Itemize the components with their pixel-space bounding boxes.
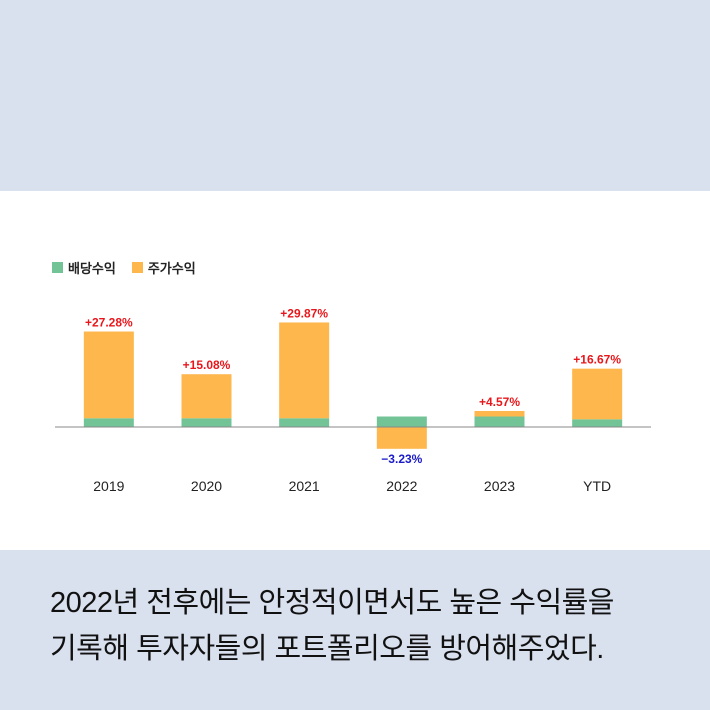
legend-swatch-price xyxy=(131,262,143,273)
legend-label-dividend: 배당수익 xyxy=(68,261,116,276)
legend-label-price: 주가수익 xyxy=(147,261,196,276)
bar-price-YTD xyxy=(572,368,623,420)
bar-dividend-2022 xyxy=(376,416,427,427)
legend-item-dividend: 배당수익 xyxy=(52,258,116,277)
bar-price-2022 xyxy=(376,427,427,449)
caption: 2022년 전후에는 안정적이면서도 높은 수익률을 기록해 투자자들의 포트폴… xyxy=(50,580,670,672)
x-tick-label-2022: 2022 xyxy=(386,478,417,494)
bar-dividend-YTD xyxy=(572,419,623,427)
data-label-2019: +27.28% xyxy=(85,316,133,330)
bar-dividend-2019 xyxy=(83,418,134,427)
legend-swatch-dividend xyxy=(52,262,63,273)
bar-dividend-2023 xyxy=(474,416,525,427)
x-tick-label-2021: 2021 xyxy=(289,478,320,494)
legend-item-price: 주가수익 xyxy=(131,258,196,277)
x-tick-label-2019: 2019 xyxy=(93,478,124,494)
data-label-YTD: +16.67% xyxy=(573,353,621,367)
bar-price-2023 xyxy=(474,411,525,417)
x-tick-label-2023: 2023 xyxy=(484,478,515,494)
bar-dividend-2021 xyxy=(279,418,330,427)
caption-line-2: 기록해 투자자들의 포트폴리오를 방어해주었다. xyxy=(50,633,604,665)
data-label-2023: +4.57% xyxy=(479,395,520,409)
x-tick-label-2020: 2020 xyxy=(191,478,222,494)
caption-line-1: 2022년 전후에는 안정적이면서도 높은 수익률을 xyxy=(50,587,614,619)
data-label-2021: +29.87% xyxy=(280,306,328,320)
bar-dividend-2020 xyxy=(181,418,232,427)
bar-price-2020 xyxy=(181,374,232,419)
chart-legend: 배당수익 주가수익 xyxy=(52,258,196,277)
bar-price-2021 xyxy=(279,322,330,419)
bar-price-2019 xyxy=(83,331,134,419)
x-tick-label-YTD: YTD xyxy=(583,478,611,494)
data-label-2020: +15.08% xyxy=(183,358,231,372)
data-label-2022: −3.23% xyxy=(381,452,422,466)
